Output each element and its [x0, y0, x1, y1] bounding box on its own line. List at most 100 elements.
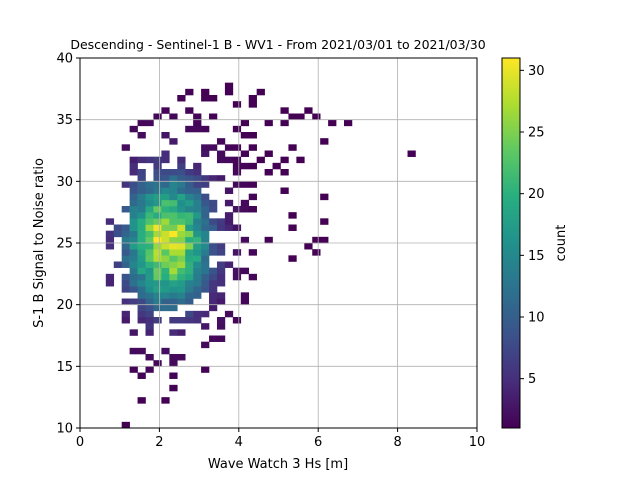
heatmap-cell [209, 144, 218, 151]
heatmap-cell [121, 421, 130, 429]
heatmap-cell [232, 125, 242, 133]
heatmap-cell [145, 212, 154, 219]
heatmap-cell [145, 193, 154, 201]
heatmap-cell [185, 310, 194, 318]
heatmap-cell [232, 156, 242, 164]
heatmap-cell [232, 144, 242, 151]
heatmap-cell [105, 230, 115, 238]
heatmap-cell [169, 236, 178, 244]
heatmap-cell [256, 156, 265, 164]
heatmap-cell [201, 243, 210, 250]
heatmap-cell [105, 273, 115, 281]
heatmap-cell [240, 119, 250, 127]
heatmap-cell [137, 243, 146, 250]
heatmap-cell [320, 193, 329, 201]
x-tick-label: 2 [155, 435, 163, 450]
heatmap-cell [177, 280, 186, 287]
heatmap-cell [201, 181, 210, 188]
heatmap-cell [161, 187, 170, 194]
heatmap-cell [193, 175, 202, 182]
heatmap-cell [137, 212, 146, 219]
heatmap-cell [185, 193, 194, 201]
heatmap-cell [240, 132, 250, 139]
heatmap-cell [193, 206, 202, 213]
heatmap-cell [312, 113, 321, 120]
heatmap-cell [129, 280, 138, 287]
heatmap-cell [209, 273, 218, 281]
heatmap-cell [304, 107, 313, 114]
heatmap-cell [177, 162, 186, 170]
heatmap-cell [232, 181, 242, 188]
heatmap-cell [264, 169, 273, 176]
heatmap-cell [280, 169, 289, 176]
heatmap-cell [193, 119, 202, 127]
heatmap-cell [216, 218, 226, 225]
heatmap-cell [169, 384, 178, 392]
heatmap-cell [161, 292, 170, 299]
heatmap-cell [153, 280, 162, 287]
heatmap-cell [153, 261, 162, 268]
heatmap-cell [145, 354, 154, 361]
heatmap-cell [201, 255, 210, 262]
heatmap-cell [145, 323, 154, 330]
y-tick-label: 15 [56, 360, 73, 375]
heatmap-cell [169, 329, 178, 336]
heatmap-cell [193, 193, 202, 201]
heatmap-cell [185, 255, 194, 262]
heatmap-cell [185, 206, 194, 213]
heatmap-cell [121, 280, 130, 287]
heatmap-cell [137, 169, 146, 176]
heatmap-cell [145, 286, 154, 293]
heatmap-cell [161, 181, 170, 188]
heatmap-cell [216, 249, 226, 256]
heatmap-cell [153, 224, 162, 231]
heatmap-cell [185, 249, 194, 256]
heatmap-cell [288, 255, 297, 262]
heatmap-cell [137, 267, 146, 275]
heatmap-cell [137, 224, 146, 231]
heatmap-cell [169, 280, 178, 287]
heatmap-cell [201, 175, 210, 182]
heatmap-cell [296, 156, 305, 164]
heatmap-cell [185, 286, 194, 293]
heatmap-cell [153, 286, 162, 293]
x-axis-ticks: 0 2 4 6 8 10 [76, 428, 485, 450]
chart-title: Descending - Sentinel-1 B - WV1 - From 2… [70, 37, 485, 52]
heatmap-cell [153, 187, 162, 194]
heatmap-cell [145, 280, 154, 287]
heatmap-cell [177, 169, 186, 176]
heatmap-cell [280, 107, 289, 114]
heatmap-cell [232, 101, 242, 108]
heatmap-cell [153, 212, 162, 219]
heatmap-cell [153, 236, 162, 244]
heatmap-cell [145, 206, 154, 213]
heatmap-cell [145, 366, 154, 373]
colorbar-tick-label: 10 [528, 311, 545, 326]
heatmap-cell [209, 298, 218, 305]
heatmap-cell [201, 218, 210, 225]
heatmap-cell [145, 304, 154, 312]
heatmap-cell [232, 162, 242, 170]
heatmap-cell [193, 273, 202, 281]
heatmap-cell [161, 193, 170, 201]
heatmap-cell [209, 292, 218, 299]
heatmap-cell [193, 187, 202, 194]
heatmap-cell [129, 236, 138, 244]
heatmap-cell [216, 243, 226, 250]
heatmap-cell [113, 230, 122, 238]
colorbar-gradient [501, 57, 521, 429]
heatmap-cell [248, 181, 257, 188]
heatmap-cell [145, 230, 154, 238]
heatmap-cell [161, 107, 170, 114]
heatmap-cell [248, 273, 257, 281]
heatmap-cell [193, 310, 202, 318]
heatmap-cell [264, 150, 273, 157]
heatmap-cell [193, 224, 202, 231]
heatmap-cell [224, 144, 234, 151]
heatmap-cell [185, 125, 194, 133]
heatmap-cell [113, 261, 122, 268]
heatmap-cell [161, 175, 170, 182]
heatmap-cell [209, 267, 218, 275]
heatmap-cell [169, 255, 178, 262]
